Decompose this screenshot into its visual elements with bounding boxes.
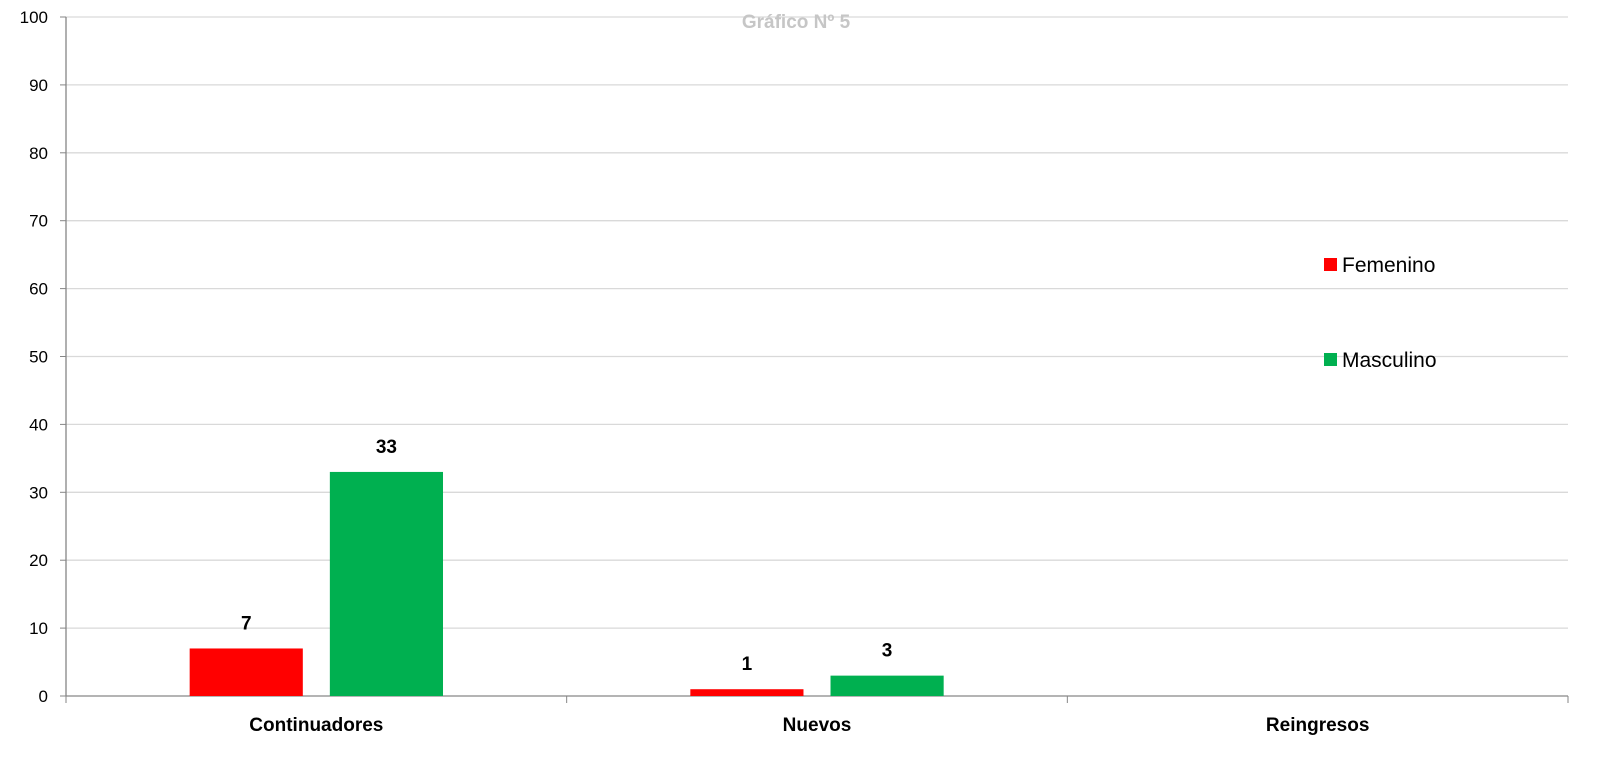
- data-label: 33: [376, 437, 397, 458]
- gridlines: [66, 16, 1568, 629]
- category-label: Continuadores: [249, 715, 383, 736]
- category-label: Reingresos: [1266, 715, 1369, 736]
- y-tick-label: 50: [29, 348, 48, 367]
- y-tick-label: 100: [20, 8, 48, 27]
- data-labels: 7 33 1 3: [241, 437, 892, 675]
- bar-masculino: [329, 471, 444, 696]
- bars: [189, 471, 944, 696]
- y-tick-label: 20: [29, 551, 48, 570]
- chart-title: Gráfico Nº 5: [742, 12, 851, 33]
- category-label: Nuevos: [783, 715, 852, 736]
- y-tick-label: 0: [39, 687, 48, 706]
- y-tick-label: 80: [29, 144, 48, 163]
- legend-label: Masculino: [1342, 349, 1437, 372]
- y-tick-label: 40: [29, 415, 48, 434]
- legend: Femenino Masculino: [1324, 254, 1437, 372]
- y-tick-label: 70: [29, 212, 48, 231]
- bar-masculino: [830, 675, 944, 696]
- y-tick-label: 90: [29, 76, 48, 95]
- axes: [65, 17, 1569, 703]
- y-tick-label: 10: [29, 619, 48, 638]
- legend-swatch: [1324, 353, 1337, 366]
- y-tick-label: 30: [29, 483, 48, 502]
- legend-label: Femenino: [1342, 254, 1435, 277]
- data-label: 3: [882, 641, 893, 662]
- bar-femenino: [690, 689, 804, 696]
- y-axis-ticks: 0 10 20 30 40 50 60 70 80 90 100: [20, 8, 66, 706]
- data-label: 7: [241, 613, 252, 634]
- x-axis-categories: Continuadores Nuevos Reingresos: [249, 715, 1369, 736]
- legend-swatch: [1324, 258, 1337, 271]
- data-label: 1: [742, 654, 753, 675]
- y-tick-label: 60: [29, 280, 48, 299]
- bar-femenino: [189, 648, 303, 696]
